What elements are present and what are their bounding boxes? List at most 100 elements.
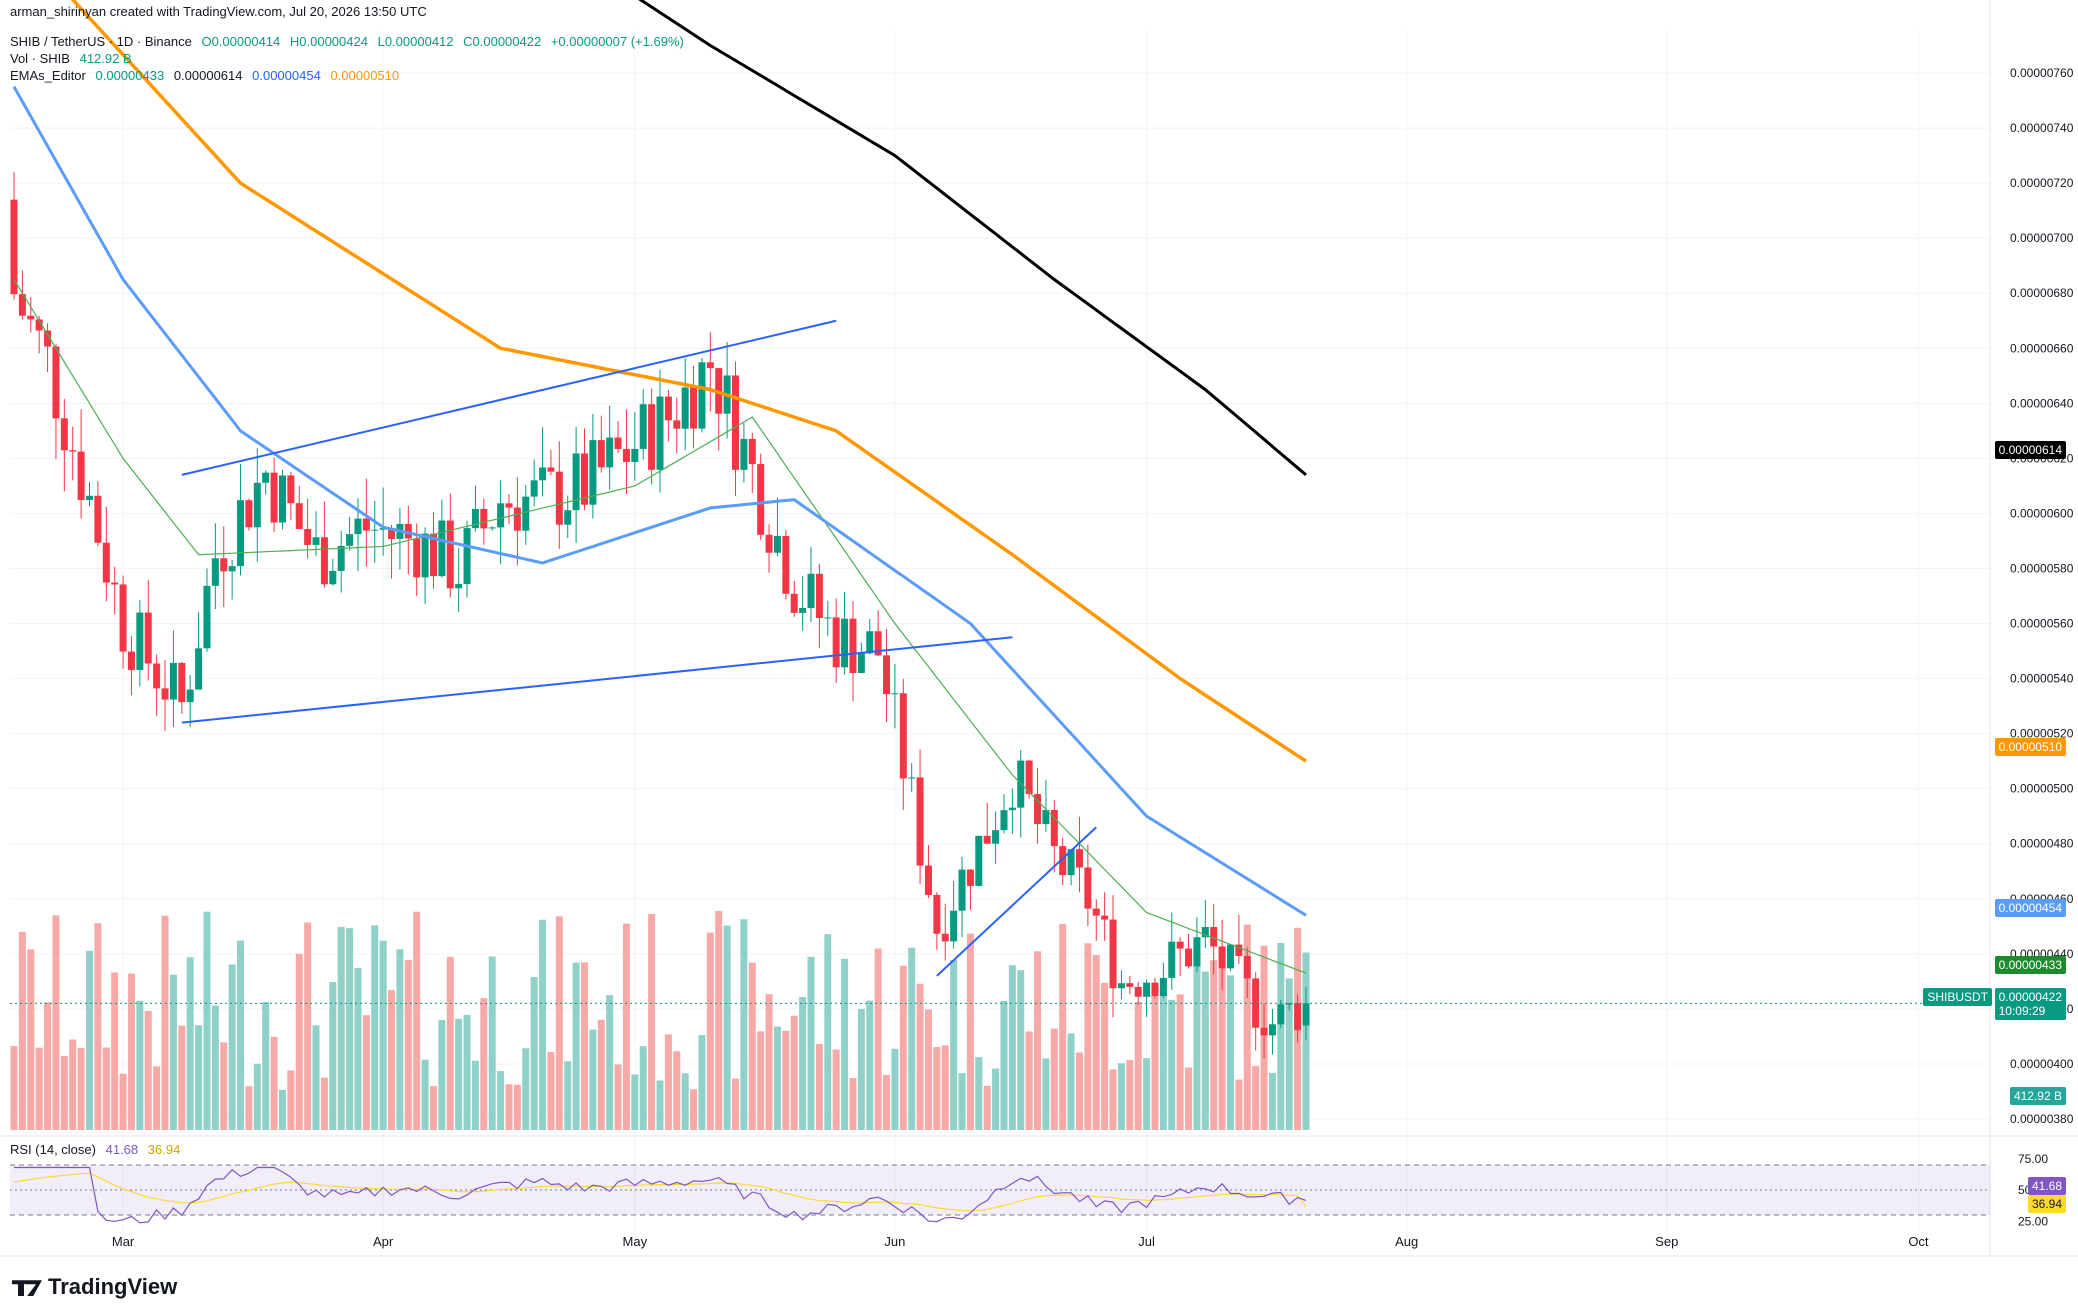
candle-body bbox=[539, 467, 547, 481]
candle-body bbox=[606, 437, 614, 468]
ema20-price-tag: 0.00000433 bbox=[1994, 956, 2066, 974]
candle-body bbox=[18, 294, 26, 316]
candle-body bbox=[44, 330, 52, 347]
ema200-line bbox=[638, 0, 1307, 477]
volume-price-tag: 412.92 B bbox=[2009, 1087, 2066, 1105]
rsi-axis-label: 25.00 bbox=[2018, 1214, 2048, 1228]
volume-bar bbox=[748, 962, 756, 1130]
candle-body bbox=[1050, 809, 1058, 847]
volume-bar bbox=[35, 1047, 43, 1130]
volume-bar bbox=[1050, 1028, 1058, 1130]
volume-bar bbox=[690, 1089, 698, 1130]
volume-bar bbox=[1025, 1031, 1033, 1130]
candle-body bbox=[346, 534, 354, 546]
volume-label: Vol · SHIB bbox=[10, 51, 70, 66]
volume-bar bbox=[807, 956, 815, 1130]
candle-body bbox=[471, 508, 479, 529]
volume-bar bbox=[161, 915, 169, 1130]
volume-bar bbox=[77, 1048, 85, 1130]
ema20-value: 0.00000433 bbox=[95, 68, 165, 83]
volume-bar bbox=[320, 1077, 328, 1130]
candle-body bbox=[505, 503, 513, 508]
candle-body bbox=[480, 508, 488, 529]
candle-body bbox=[404, 523, 412, 539]
volume-bar bbox=[765, 994, 773, 1130]
volume-bar bbox=[497, 1071, 505, 1130]
candle-body bbox=[1201, 927, 1209, 938]
tradingview-logo-icon bbox=[12, 1280, 42, 1297]
volume-legend[interactable]: Vol · SHIB 412.92 B bbox=[10, 51, 138, 66]
ema-legend[interactable]: EMAs_Editor 0.00000433 0.00000614 0.0000… bbox=[10, 68, 405, 83]
volume-bar bbox=[178, 1025, 186, 1130]
bar-countdown: 10:09:29 bbox=[1998, 1004, 2046, 1018]
volume-bar bbox=[874, 948, 882, 1130]
candle-body bbox=[1000, 810, 1008, 831]
candle-body bbox=[220, 558, 228, 572]
volume-bar bbox=[572, 962, 580, 1130]
rsi-ma-value: 36.94 bbox=[147, 1142, 181, 1157]
volume-bar bbox=[1252, 1065, 1260, 1130]
tradingview-watermark[interactable]: TradingView bbox=[12, 1274, 177, 1300]
candle-body bbox=[580, 453, 588, 505]
candle-body bbox=[1092, 908, 1100, 916]
ohlc-open: O0.00000414 bbox=[201, 34, 281, 49]
candle-body bbox=[169, 662, 177, 700]
ema50-price-tag: 0.00000454 bbox=[1994, 899, 2066, 917]
candle-body bbox=[35, 319, 43, 331]
candle-body bbox=[773, 535, 781, 553]
candle-body bbox=[438, 520, 446, 577]
volume-bar bbox=[1109, 1069, 1117, 1130]
candle-body bbox=[329, 570, 337, 585]
y-tick-label: 0.00000660 bbox=[2010, 341, 2074, 355]
ema100-price-tag: 0.00000510 bbox=[1994, 738, 2066, 756]
volume-bar bbox=[228, 964, 236, 1130]
candle-body bbox=[312, 537, 320, 545]
volume-bar bbox=[866, 1000, 874, 1130]
volume-bar bbox=[916, 983, 924, 1130]
candle-body bbox=[379, 528, 387, 530]
rsi-legend[interactable]: RSI (14, close) 41.68 36.94 bbox=[10, 1142, 186, 1157]
candle-body bbox=[337, 545, 345, 571]
volume-bar bbox=[127, 973, 135, 1130]
candle-body bbox=[950, 910, 958, 942]
volume-bar bbox=[782, 1030, 790, 1130]
volume-bar bbox=[304, 922, 312, 1130]
volume-bar bbox=[44, 1002, 52, 1130]
volume-bar bbox=[69, 1039, 77, 1130]
symbol-name[interactable]: SHIB / TetherUS · 1D · Binance bbox=[10, 34, 192, 49]
candle-body bbox=[1277, 1004, 1285, 1025]
candle-body bbox=[304, 528, 312, 545]
candle-body bbox=[857, 653, 865, 673]
volume-bar bbox=[1201, 971, 1209, 1130]
candle-body bbox=[799, 608, 807, 613]
volume-bar bbox=[992, 1068, 1000, 1130]
volume-bar bbox=[329, 981, 337, 1130]
volume-bar bbox=[773, 1026, 781, 1130]
candle-body bbox=[883, 655, 891, 695]
volume-bar bbox=[421, 1059, 429, 1130]
y-tick-label: 0.00000580 bbox=[2010, 561, 2074, 575]
candle-body bbox=[807, 573, 815, 609]
ema20-line bbox=[13, 279, 1307, 974]
candle-body bbox=[673, 420, 681, 429]
candle-body bbox=[564, 510, 572, 525]
symbol-line[interactable]: SHIB / TetherUS · 1D · Binance O0.000004… bbox=[10, 34, 690, 49]
candle-body bbox=[413, 538, 421, 578]
volume-bar bbox=[1218, 962, 1226, 1130]
candle-body bbox=[815, 573, 823, 618]
y-tick-label: 0.00000760 bbox=[2010, 66, 2074, 80]
ohlc-high: H0.00000424 bbox=[289, 34, 368, 49]
candle-body bbox=[1268, 1024, 1276, 1036]
rsi-ma-line bbox=[13, 1172, 1307, 1212]
candle-body bbox=[706, 362, 714, 369]
volume-bar bbox=[815, 1044, 823, 1130]
candle-body bbox=[547, 467, 555, 472]
candle-body bbox=[463, 528, 471, 585]
candle-body bbox=[656, 396, 664, 470]
volume-bar bbox=[144, 1010, 152, 1130]
volume-bar bbox=[1176, 994, 1184, 1130]
candle-body bbox=[1042, 809, 1050, 825]
y-tick-label: 0.00000540 bbox=[2010, 672, 2074, 686]
volume-bar bbox=[1185, 1067, 1193, 1130]
volume-bar bbox=[706, 932, 714, 1130]
